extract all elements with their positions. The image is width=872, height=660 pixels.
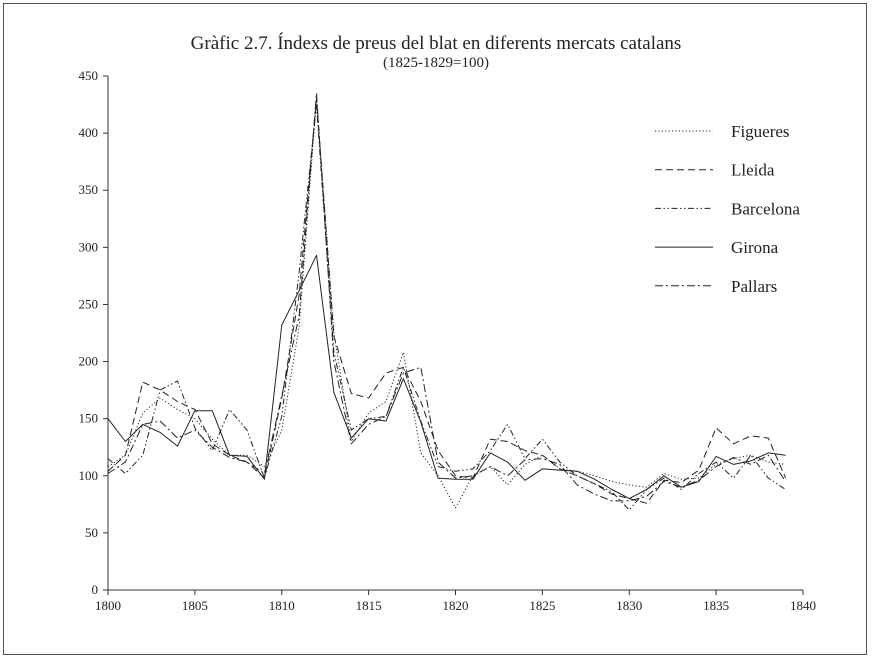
- x-tick-label: 1815: [356, 598, 382, 613]
- x-tick-label: 1835: [703, 598, 729, 613]
- y-tick-label: 0: [92, 582, 99, 597]
- legend-label-lleida: Lleida: [731, 161, 775, 180]
- y-tick-label: 400: [79, 125, 99, 140]
- series-line-girona: [107, 254, 786, 500]
- legend-label-girona: Girona: [731, 238, 779, 257]
- chart-frame: [3, 3, 867, 655]
- title-block: Gràfic 2.7. Índexs de preus del blat en …: [0, 33, 872, 72]
- legend: Figueres Lleida Barcelona Girona Pallars: [655, 122, 800, 296]
- x-tick-label: 1810: [269, 598, 295, 613]
- y-tick-label: 150: [79, 411, 99, 426]
- legend-label-figueres: Figueres: [731, 122, 790, 141]
- x-tick-label: 1800: [95, 598, 121, 613]
- y-tick-label: 250: [79, 296, 99, 311]
- series-line-barcelona: [107, 104, 786, 511]
- axes: 0 50 100 150 200 250 300 350 400 450 1800 1805 1810 1…: [79, 68, 817, 613]
- series-line-figueres: [107, 98, 786, 509]
- y-tick-label: 300: [79, 239, 99, 254]
- x-tick-label: 1830: [616, 598, 642, 613]
- x-tick-label: 1825: [529, 598, 555, 613]
- y-tick-label: 200: [79, 354, 99, 369]
- chart-subtitle: (1825-1829=100): [383, 55, 489, 71]
- chart-title: Gràfic 2.7. Índexs de preus del blat en …: [190, 33, 682, 54]
- legend-label-barcelona: Barcelona: [731, 199, 800, 218]
- y-tick-label: 350: [79, 182, 99, 197]
- series-line-lleida: [107, 98, 787, 504]
- y-tick-label: 100: [79, 468, 99, 483]
- x-tick-label: 1805: [182, 598, 208, 613]
- series-line-pallars: [107, 92, 787, 502]
- series-layer: [107, 92, 787, 511]
- x-tick-label: 1840: [790, 598, 816, 613]
- x-tick-label: 1820: [443, 598, 469, 613]
- y-tick-label: 450: [79, 68, 99, 83]
- legend-label-pallars: Pallars: [731, 277, 777, 296]
- y-tick-label: 50: [85, 525, 98, 540]
